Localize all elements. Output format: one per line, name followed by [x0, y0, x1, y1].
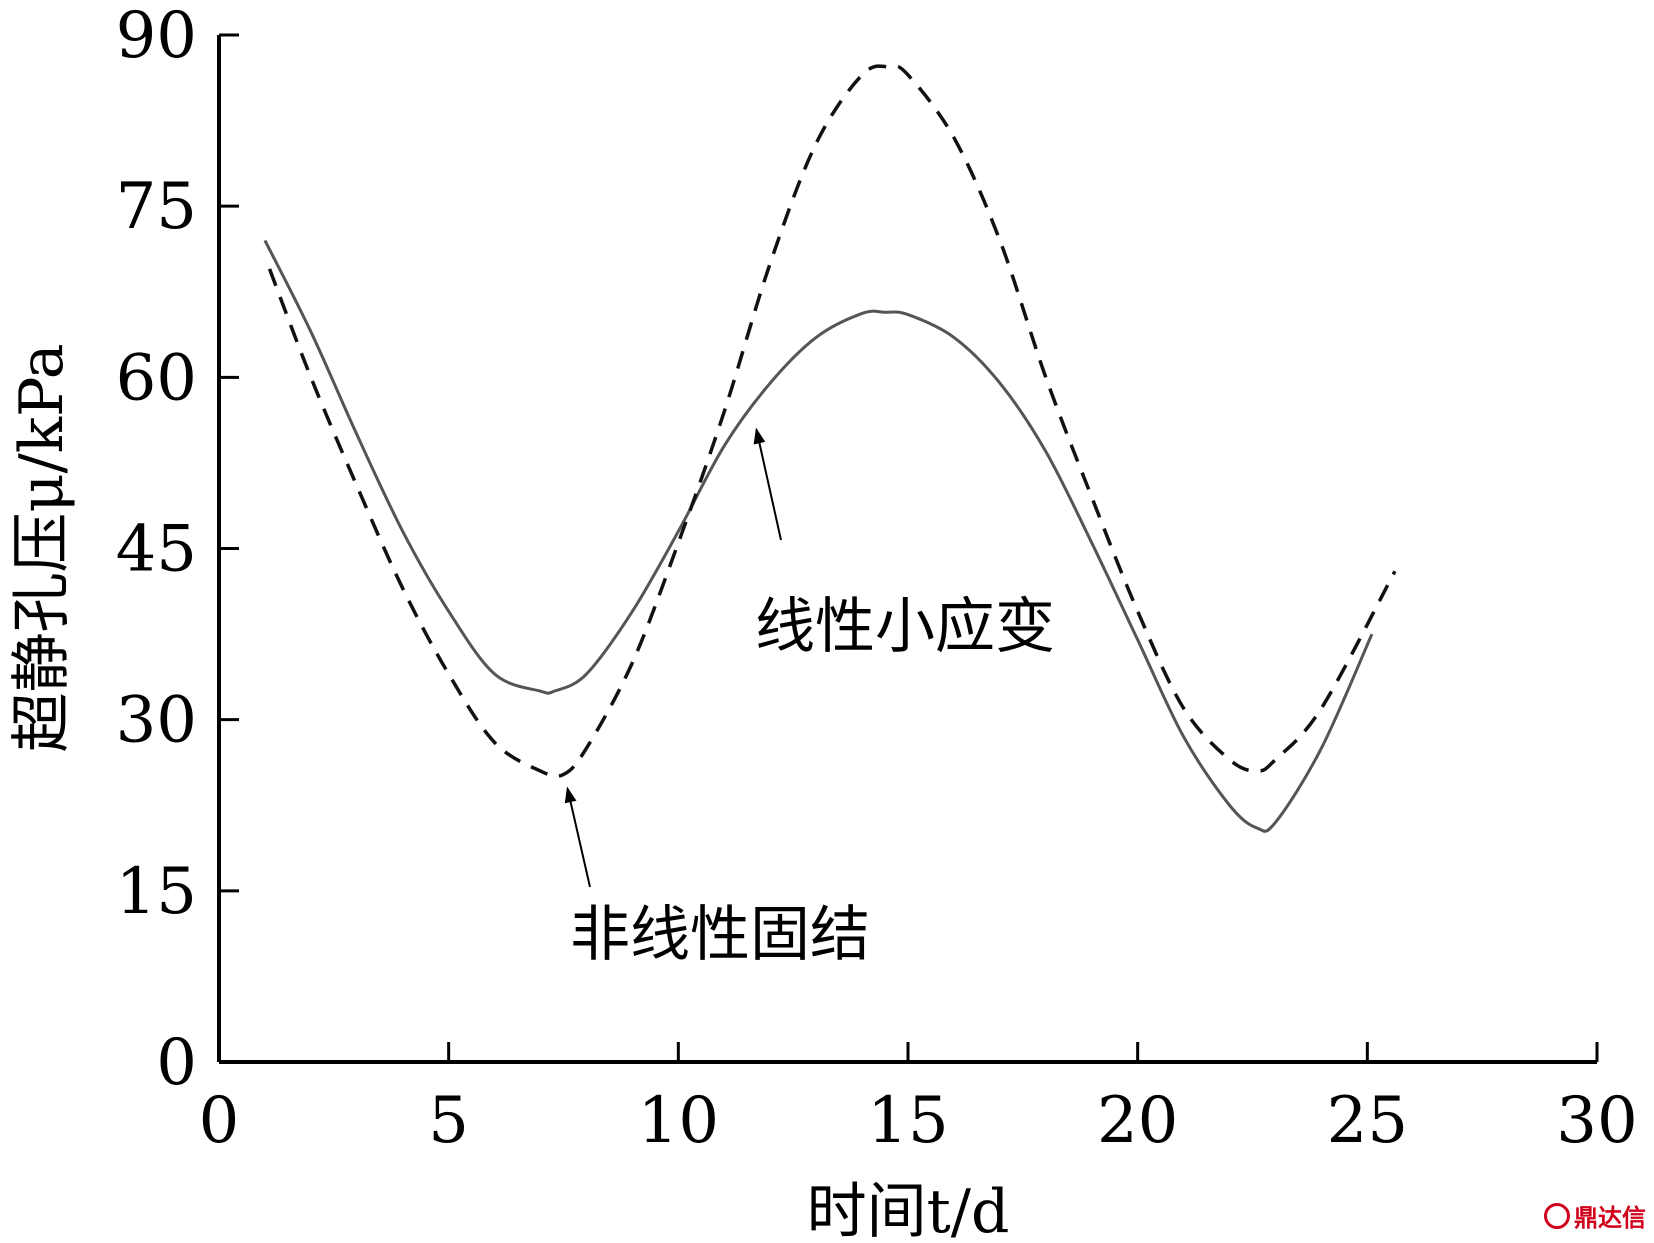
y-tick-label: 15: [116, 855, 197, 929]
series-line-nonlinear-consolidation: [267, 64, 1397, 779]
y-tick-label: 60: [116, 341, 197, 415]
watermark-logo-icon: [1544, 1202, 1570, 1229]
annotation-label: 线性小应变: [755, 592, 1055, 662]
annotation-arrow: [564, 786, 591, 888]
x-tick-label: 10: [638, 1084, 719, 1158]
x-axis-title: 时间t/d: [807, 1177, 1010, 1243]
x-tick-label: 0: [199, 1084, 240, 1158]
series-line-linear-small-strain: [263, 239, 1374, 833]
annotation-label: 非线性固结: [570, 900, 870, 970]
x-tick-label: 25: [1327, 1084, 1408, 1158]
x-tick-label: 30: [1556, 1084, 1637, 1158]
y-tick-label: 90: [116, 0, 197, 73]
y-tick-label: 75: [116, 170, 197, 244]
watermark: 鼎达信: [1544, 1198, 1646, 1233]
y-axis-ticks: 0 15 30 45 60 75 90: [116, 0, 239, 1100]
series-layer: [263, 64, 1397, 833]
x-tick-label: 20: [1097, 1084, 1178, 1158]
x-axis-ticks: 0 5 10 15 20 25 30: [199, 1042, 1638, 1158]
y-tick-label: 30: [116, 684, 197, 758]
x-tick-label: 5: [428, 1084, 469, 1158]
y-tick-label: 45: [116, 513, 197, 587]
watermark-text: 鼎达信: [1574, 1204, 1646, 1232]
axes: [217, 35, 1597, 1064]
annotation-arrow: [753, 427, 782, 541]
y-axis-title: 超静孔压μ/kPa: [7, 343, 77, 752]
x-tick-label: 15: [867, 1084, 948, 1158]
y-tick-label: 0: [156, 1026, 197, 1100]
